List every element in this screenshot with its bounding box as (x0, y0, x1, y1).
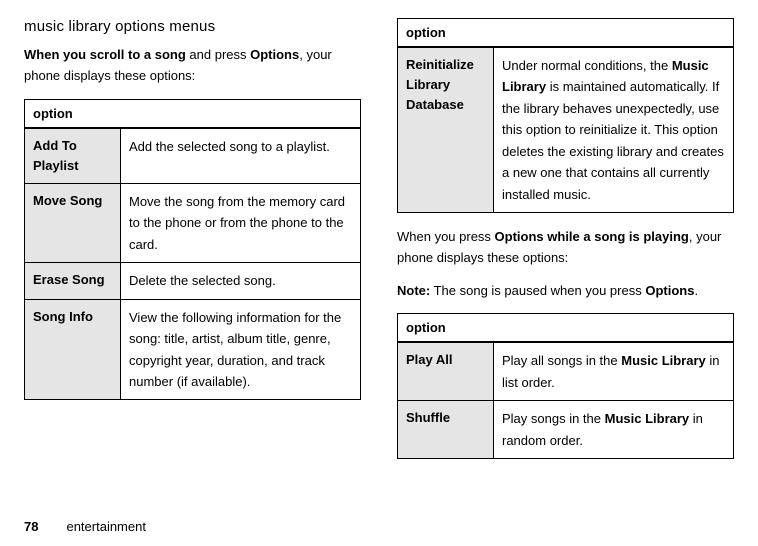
option-description: Move the song from the memory card to th… (121, 183, 361, 262)
desc-text: is maintained automatically. If the libr… (502, 79, 724, 201)
option-description: Delete the selected song. (121, 263, 361, 299)
intro2-pre: When you press (397, 229, 495, 244)
options-table-3: option Play AllPlay all songs in the Mus… (397, 313, 734, 459)
table-header: option (398, 314, 734, 343)
table-header: option (398, 19, 734, 48)
option-description: View the following information for the s… (121, 299, 361, 400)
right-column: option Reinitialize Library DatabaseUnde… (397, 18, 734, 473)
option-description: Play songs in the Music Library in rando… (494, 401, 734, 459)
desc-text: Move the song from the memory card to th… (129, 194, 345, 252)
desc-text: View the following information for the s… (129, 310, 341, 389)
ui-term: Music Library (605, 411, 690, 426)
options-table-2: option Reinitialize Library DatabaseUnde… (397, 18, 734, 213)
note-label: Note: (397, 283, 430, 298)
page-footer: 78 entertainment (24, 519, 146, 534)
table-row: Move SongMove the song from the memory c… (25, 183, 361, 262)
intro-paragraph-1: When you scroll to a song and press Opti… (24, 45, 361, 87)
desc-text: Delete the selected song. (129, 273, 276, 288)
option-label: Shuffle (398, 401, 494, 459)
note-options: Options (645, 283, 694, 298)
intro1-mid: and press (186, 47, 250, 62)
table-row: ShufflePlay songs in the Music Library i… (398, 401, 734, 459)
note-pre: The song is paused when you press (430, 283, 645, 298)
table-row: Song InfoView the following information … (25, 299, 361, 400)
ui-term: Music Library (621, 353, 706, 368)
desc-text: Play all songs in the (502, 353, 621, 368)
intro1-options: Options (250, 47, 299, 62)
table-row: Erase Song Delete the selected song. (25, 263, 361, 299)
option-description: Play all songs in the Music Library in l… (494, 342, 734, 400)
table-row: Reinitialize Library DatabaseUnder norma… (398, 47, 734, 213)
option-label: Add To Playlist (25, 128, 121, 184)
intro2-options: Options (495, 229, 544, 244)
desc-text: Add the selected song to a playlist. (129, 139, 330, 154)
page-columns: music library options menus When you scr… (24, 18, 734, 473)
footer-section: entertainment (66, 519, 146, 534)
option-label: Play All (398, 342, 494, 400)
intro-paragraph-2: When you press Options while a song is p… (397, 227, 734, 269)
note-paragraph: Note: The song is paused when you press … (397, 281, 734, 302)
section-heading: music library options menus (24, 18, 361, 35)
note-post: . (694, 283, 698, 298)
option-description: Add the selected song to a playlist. (121, 128, 361, 184)
desc-text: Under normal conditions, the (502, 58, 672, 73)
option-description: Under normal conditions, the Music Libra… (494, 47, 734, 213)
left-column: music library options menus When you scr… (24, 18, 361, 473)
table-header: option (25, 99, 361, 128)
intro1-bold: When you scroll to a song (24, 47, 186, 62)
option-label: Erase Song (25, 263, 121, 299)
option-label: Song Info (25, 299, 121, 400)
option-label: Reinitialize Library Database (398, 47, 494, 213)
options-table-1: option Add To Playlist Add the selected s… (24, 99, 361, 401)
page-number: 78 (24, 519, 38, 534)
table-row: Add To Playlist Add the selected song to … (25, 128, 361, 184)
desc-text: Play songs in the (502, 411, 605, 426)
option-label: Move Song (25, 183, 121, 262)
intro2-bold: while a song is playing (544, 229, 689, 244)
table-row: Play AllPlay all songs in the Music Libr… (398, 342, 734, 400)
